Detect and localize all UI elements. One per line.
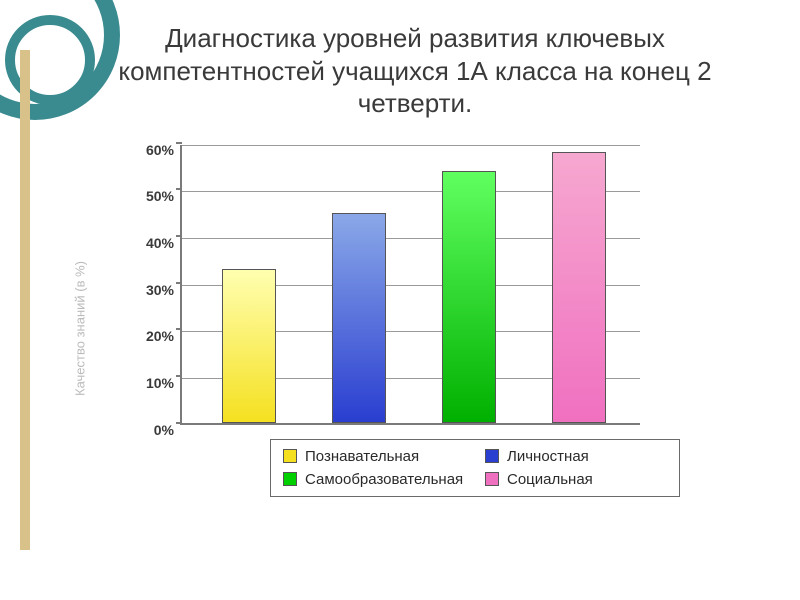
bar bbox=[442, 171, 496, 423]
y-tick-mark bbox=[176, 142, 182, 144]
y-tick-label: 60% bbox=[146, 142, 174, 158]
page-title: Диагностика уровней развития ключевых ко… bbox=[0, 0, 800, 130]
legend-swatch bbox=[283, 472, 297, 486]
y-tick-label: 40% bbox=[146, 235, 174, 251]
legend-label: Познавательная bbox=[305, 448, 419, 465]
legend-label: Личностная bbox=[507, 448, 589, 465]
bar bbox=[222, 269, 276, 423]
bar bbox=[552, 152, 606, 423]
bar bbox=[332, 213, 386, 423]
legend-swatch bbox=[485, 472, 499, 486]
legend-label: Социальная bbox=[507, 471, 593, 488]
plot-area: 0%10%20%30%40%50%60% bbox=[180, 145, 640, 425]
y-tick-label: 10% bbox=[146, 375, 174, 391]
gridline bbox=[182, 145, 640, 146]
y-axis-label: Качество знаний (в %) bbox=[73, 248, 88, 408]
legend-item: Социальная bbox=[485, 471, 667, 488]
legend-item: Познавательная bbox=[283, 448, 465, 465]
y-tick-label: 30% bbox=[146, 282, 174, 298]
y-tick-mark bbox=[176, 422, 182, 424]
legend-swatch bbox=[283, 449, 297, 463]
y-tick-mark bbox=[176, 328, 182, 330]
legend-item: Личностная bbox=[485, 448, 667, 465]
legend-item: Самообразовательная bbox=[283, 471, 465, 488]
legend-label: Самообразовательная bbox=[305, 471, 463, 488]
chart-container: Качество знаний (в %) 0%10%20%30%40%50%6… bbox=[120, 145, 680, 497]
y-tick-mark bbox=[176, 235, 182, 237]
y-tick-label: 20% bbox=[146, 328, 174, 344]
y-tick-mark bbox=[176, 282, 182, 284]
y-tick-mark bbox=[176, 188, 182, 190]
y-tick-mark bbox=[176, 375, 182, 377]
y-tick-label: 50% bbox=[146, 188, 174, 204]
legend-swatch bbox=[485, 449, 499, 463]
legend: Познавательная Личностная Самообразователь… bbox=[270, 439, 680, 497]
y-tick-label: 0% bbox=[154, 422, 174, 438]
